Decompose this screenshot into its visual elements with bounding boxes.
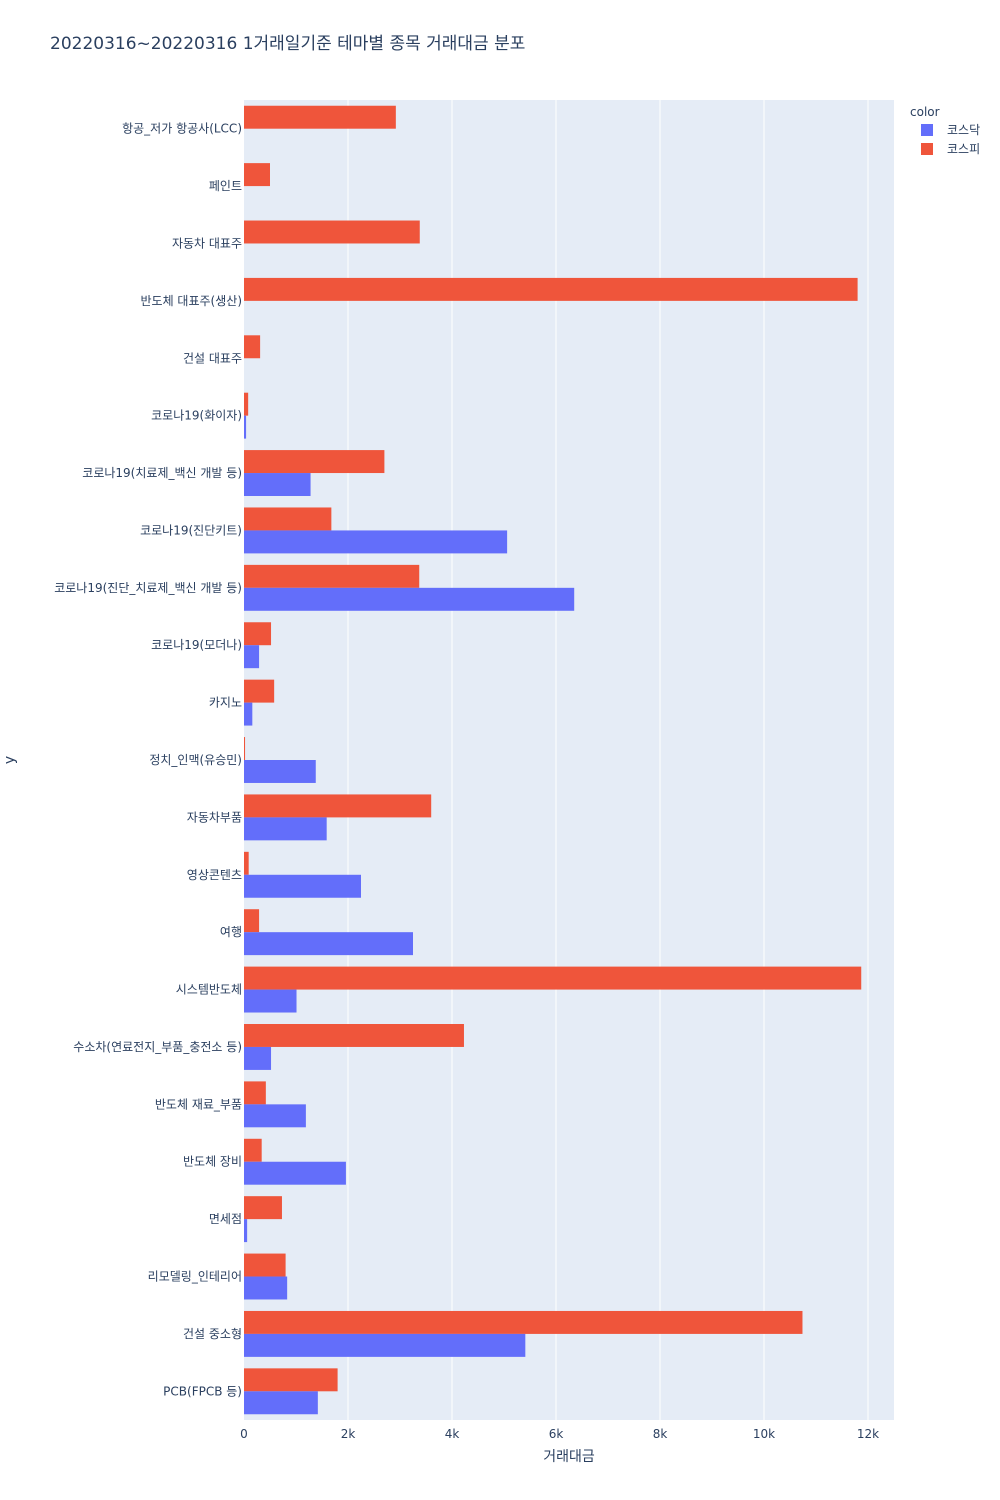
x-tick-label: 4k [445,1427,460,1441]
bar-kosdaq[interactable] [244,645,260,669]
bar-kosdaq[interactable] [244,415,247,439]
bar-kospi[interactable] [244,1138,262,1162]
bar-kospi[interactable] [244,220,420,244]
x-tick-labels: 0 2k 4k 6k 8k 10k 12k [240,1427,879,1441]
bar-kospi[interactable] [244,794,432,818]
y-tick-label: 건설 대표주 [183,351,242,365]
bar-kospi[interactable] [244,507,332,531]
plot-area [244,100,894,1420]
x-tick-label: 8k [653,1427,668,1441]
bar-kosdaq[interactable] [244,1333,526,1357]
y-tick-label: 코로나19(진단_치료제_백신 개발 등) [54,581,242,595]
legend-swatch-kosdaq [921,124,933,136]
y-tick-label: PCB(FPCB 등) [163,1384,242,1398]
y-tick-label: 여행 [220,924,242,939]
y-tick-label: 반도체 재료_부품 [155,1097,242,1111]
bar-kosdaq[interactable] [244,1276,288,1300]
bar-kosdaq[interactable] [244,932,413,956]
bar-kospi[interactable] [244,1081,266,1105]
y-tick-label: 정치_인맥(유승민) [149,753,242,767]
bar-kospi[interactable] [244,163,270,187]
y-tick-label: 코로나19(화이자) [151,409,242,423]
legend-item-kosdaq[interactable]: 코스닥 [921,123,980,137]
bar-kospi[interactable] [244,335,261,359]
bar-kosdaq[interactable] [244,874,361,898]
bar-kosdaq[interactable] [244,817,327,841]
bar-kosdaq[interactable] [244,1104,306,1128]
legend: color 코스닥 코스피 [910,105,980,156]
bar-kospi[interactable] [244,1253,286,1277]
x-tick-label: 6k [549,1427,564,1441]
x-tick-label: 10k [753,1427,775,1441]
bar-kospi[interactable] [244,909,260,933]
bar-kospi[interactable] [244,679,275,703]
x-tick-label: 12k [857,1427,879,1441]
bar-kosdaq[interactable] [244,473,311,496]
y-axis-title: y [2,756,18,764]
bar-kospi[interactable] [244,622,272,646]
bar-kospi[interactable] [244,392,249,416]
x-gridlines [347,100,869,1420]
bars [244,105,862,1415]
y-tick-label: 리모델링_인테리어 [148,1270,242,1284]
bar-kospi[interactable] [244,737,246,760]
y-tick-label: 코로나19(진단키트) [140,523,242,537]
bar-kospi[interactable] [244,1196,282,1220]
bar-kospi[interactable] [244,277,858,301]
legend-item-kospi[interactable]: 코스피 [921,142,980,156]
y-tick-label: 반도체 대표주(생산) [141,294,243,308]
y-tick-label: 면세점 [209,1212,242,1226]
y-tick-label: 항공_저가 항공사(LCC) [122,122,242,136]
y-tick-label: 코로나19(치료제_백신 개발 등) [82,466,242,480]
y-tick-label: 영상콘텐츠 [187,868,242,882]
bar-kosdaq[interactable] [244,1391,318,1415]
bar-kosdaq[interactable] [244,760,316,783]
x-tick-label: 2k [341,1427,356,1441]
bar-kospi[interactable] [244,966,862,990]
legend-title: color [910,105,940,119]
chart-title: 20220316~20220316 1거래일기준 테마별 종목 거래대금 분포 [50,34,525,54]
y-tick-label: 자동차 대표주 [172,236,242,250]
bar-kosdaq[interactable] [244,989,297,1013]
bar-kospi[interactable] [244,851,249,875]
bar-kosdaq[interactable] [244,702,253,726]
y-tick-label: 반도체 장비 [183,1155,242,1169]
bar-kospi[interactable] [244,564,420,588]
y-tick-label: 카지노 [209,696,242,710]
bar-kospi[interactable] [244,105,396,129]
y-tick-label: 자동차부품 [187,810,242,824]
bar-kosdaq[interactable] [244,530,508,554]
bar-kosdaq[interactable] [244,1161,346,1185]
y-tick-label: 페인트 [209,179,242,193]
x-tick-label: 0 [240,1427,248,1441]
legend-swatch-kospi [921,143,933,155]
bar-kosdaq[interactable] [244,587,575,611]
bar-kospi[interactable] [244,1310,803,1334]
bar-kospi[interactable] [244,1368,338,1392]
legend-label-kosdaq: 코스닥 [947,123,980,137]
y-tick-label: 시스템반도체 [176,983,242,997]
bar-kosdaq[interactable] [244,1046,272,1070]
bar-kospi[interactable] [244,450,385,474]
bar-kospi[interactable] [244,1024,464,1047]
x-axis-title: 거래대금 [543,1449,595,1465]
bar-kosdaq[interactable] [244,1219,248,1243]
y-tick-label: 수소차(연료전지_부품_충전소 등) [73,1040,242,1054]
legend-label-kospi: 코스피 [947,142,980,156]
y-tick-label: 건설 중소형 [183,1327,242,1341]
y-tick-label: 코로나19(모더나) [151,638,242,652]
